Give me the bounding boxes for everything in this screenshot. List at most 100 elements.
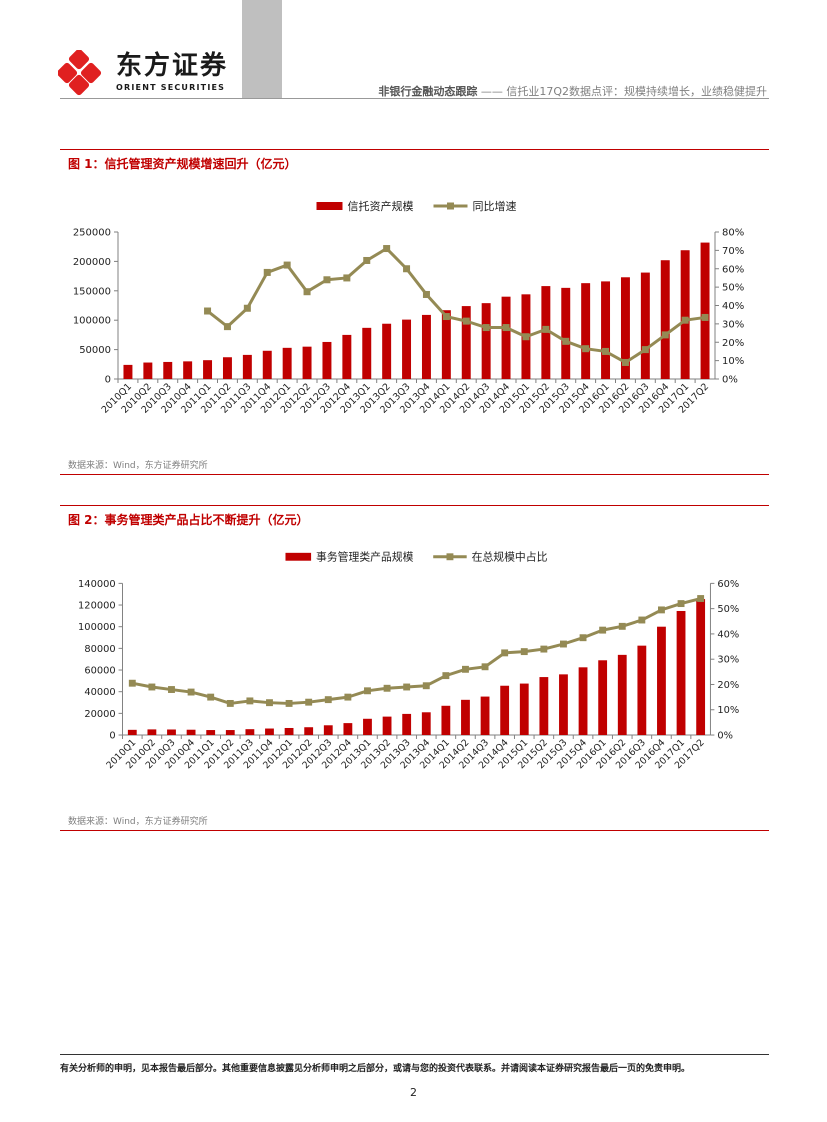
figure-2-chart: 0 20000 40000 60000 80000 100000 120000 140000 0…: [78, 550, 739, 772]
line-point: [442, 313, 450, 321]
right-tick-label: 40%: [722, 301, 744, 312]
report-series: 非银行金融动态跟踪: [378, 85, 478, 98]
company-logo: 东方证券 ORIENT SECURITIES: [58, 50, 226, 96]
right-tick-label: 10%: [717, 705, 739, 716]
bar: [480, 696, 490, 736]
bar: [660, 260, 670, 379]
left-tick-label: 140000: [78, 579, 116, 590]
line-point: [128, 679, 136, 687]
right-tick-label: 60%: [717, 579, 739, 590]
line-point: [226, 699, 234, 707]
bar: [123, 364, 133, 379]
left-tick-label: 150000: [73, 286, 111, 297]
bar: [147, 729, 157, 736]
left-tick-label: 80000: [84, 644, 115, 655]
right-tick-label: 50%: [722, 283, 744, 294]
line-point: [677, 600, 685, 608]
logo-text-en: ORIENT SECURITIES: [116, 83, 226, 92]
figure-2-bottom-rule: [60, 830, 769, 831]
bar: [519, 683, 529, 736]
line-point: [324, 696, 332, 704]
line-point: [422, 682, 430, 690]
line-point: [638, 616, 646, 624]
line-point: [658, 606, 665, 614]
line-point: [422, 290, 430, 298]
bar: [322, 341, 332, 379]
figure-1-chart: 0 50000 100000 150000 200000 250000 0% 10% 20% 30…: [73, 199, 744, 416]
bar: [657, 626, 666, 736]
line-point: [204, 307, 212, 315]
left-tick-label: 0: [109, 730, 115, 741]
legend-line-label: 在总规模中占比: [472, 550, 548, 564]
line-point: [522, 333, 530, 341]
bar: [598, 660, 608, 736]
report-header: 非银行金融动态跟踪 —— 信托业17Q2数据点评：规模持续增长，业绩稳健提升: [378, 83, 767, 99]
line-point: [599, 626, 607, 634]
series-line: [206, 247, 706, 364]
line-point: [383, 684, 391, 692]
bar: [343, 723, 353, 736]
bar: [696, 599, 706, 736]
report-title: 信托业17Q2数据点评：规模持续增长，业绩稳健提升: [506, 85, 767, 98]
legend-bar-swatch: [285, 552, 312, 561]
left-tick-label: 40000: [84, 687, 115, 698]
right-tick-label: 30%: [717, 655, 739, 666]
bar: [225, 730, 235, 736]
line-point: [501, 649, 509, 657]
bar: [265, 728, 274, 736]
bar: [441, 705, 451, 736]
bar: [362, 327, 372, 379]
line-point: [343, 274, 351, 282]
bar: [680, 250, 690, 379]
line-point: [403, 265, 411, 273]
bar: [186, 729, 196, 736]
line-point: [207, 693, 215, 701]
bar: [206, 730, 216, 736]
line-point: [482, 324, 490, 332]
line-point: [364, 687, 371, 695]
legend-bar-label: 信托资产规模: [348, 199, 414, 213]
bar: [262, 350, 272, 379]
line-point: [285, 699, 293, 707]
footer-divider: [60, 1054, 769, 1055]
bar: [578, 667, 588, 736]
right-tick-label: 0%: [722, 375, 738, 386]
bar: [640, 272, 650, 379]
right-tick-label: 20%: [717, 680, 739, 691]
line-point: [481, 663, 489, 671]
right-tick-label: 0%: [717, 730, 733, 741]
bar: [620, 277, 630, 379]
line-point: [263, 268, 271, 276]
bar: [561, 287, 571, 379]
logo-mark-icon: [58, 50, 102, 96]
figure-2-title: 图 2：事务管理类产品占比不断提升（亿元）: [68, 513, 309, 527]
bar: [242, 354, 252, 379]
bar: [304, 727, 314, 736]
line-point: [303, 288, 311, 296]
line-point: [562, 337, 570, 345]
bar: [421, 314, 431, 379]
right-tick-label: 10%: [722, 356, 744, 367]
figure-2-top-rule: [60, 505, 769, 506]
figure-1-source: 数据来源：Wind，东方证券研究所: [68, 461, 208, 471]
bar: [245, 729, 255, 736]
left-tick-label: 0: [105, 375, 111, 386]
bar: [402, 713, 412, 736]
right-tick-label: 30%: [722, 319, 744, 330]
header-divider: [60, 98, 769, 99]
left-tick-label: 250000: [73, 228, 111, 239]
line-point: [582, 345, 590, 353]
legend-line-label: 同比增速: [473, 199, 517, 213]
left-tick-label: 100000: [73, 316, 111, 327]
header-grey-bar: [242, 0, 282, 98]
bar: [581, 283, 591, 379]
figure-2-source: 数据来源：Wind，东方证券研究所: [68, 817, 208, 827]
line-point: [344, 693, 352, 701]
bar: [382, 323, 392, 379]
bar: [421, 712, 431, 736]
bar: [222, 357, 232, 379]
line-point: [641, 346, 649, 354]
figure-1-bottom-rule: [60, 474, 769, 475]
line-point: [542, 325, 550, 333]
bar: [323, 725, 333, 736]
